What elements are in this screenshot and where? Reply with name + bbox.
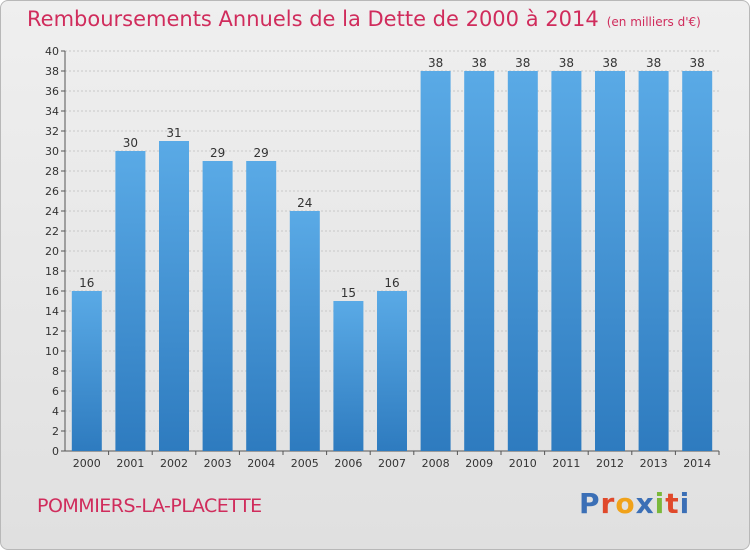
bar	[595, 71, 625, 451]
y-tick-label: 2	[52, 425, 59, 438]
data-label: 30	[123, 136, 138, 150]
data-label: 38	[428, 56, 443, 70]
chart-unit: (en milliers d'€)	[606, 15, 701, 29]
logo-letter: t	[665, 487, 680, 520]
x-tick-label: 2001	[116, 457, 144, 470]
x-tick-label: 2007	[378, 457, 406, 470]
x-tick-label: 2003	[204, 457, 232, 470]
y-tick-label: 32	[45, 125, 59, 138]
x-tick-label: 2002	[160, 457, 188, 470]
data-label: 16	[79, 276, 94, 290]
chart-title-text: Remboursements Annuels de la Dette de 20…	[27, 7, 599, 31]
bar	[420, 71, 451, 451]
y-tick-label: 30	[45, 145, 59, 158]
bar	[507, 71, 538, 451]
bar	[246, 161, 277, 451]
y-tick-label: 34	[45, 105, 59, 118]
bar	[638, 71, 669, 451]
logo-letter: i	[679, 487, 691, 520]
y-tick-label: 24	[45, 205, 59, 218]
bars	[71, 71, 713, 451]
data-label: 38	[515, 56, 530, 70]
x-tick-label: 2000	[73, 457, 101, 470]
x-tick-label: 2004	[247, 457, 275, 470]
data-label: 38	[472, 56, 487, 70]
bar	[377, 291, 407, 451]
data-label: 31	[166, 126, 181, 140]
y-tick-label: 14	[45, 305, 59, 318]
data-labels: 16 30 31 29 29 24 15 16 38 38 38 38 38 38 38	[79, 56, 705, 300]
bar	[71, 291, 102, 451]
y-tick-label: 18	[45, 265, 59, 278]
bar	[464, 71, 495, 451]
y-tick-label: 40	[45, 45, 59, 58]
y-tick-label: 12	[45, 325, 59, 338]
axes: 0246810121416182022242628303234363840200…	[45, 45, 720, 470]
y-tick-label: 6	[52, 385, 59, 398]
y-tick-label: 26	[45, 185, 59, 198]
y-tick-label: 20	[45, 245, 59, 258]
x-tick-label: 2008	[422, 457, 450, 470]
y-tick-label: 10	[45, 345, 59, 358]
bar	[202, 161, 233, 451]
logo-letter: r	[600, 487, 616, 520]
chart-title: Remboursements Annuels de la Dette de 20…	[27, 7, 701, 31]
x-tick-label: 2013	[640, 457, 668, 470]
x-tick-label: 2014	[683, 457, 711, 470]
y-tick-label: 38	[45, 65, 59, 78]
bar	[115, 151, 146, 451]
logo-letter: i	[654, 487, 666, 520]
y-tick-label: 0	[52, 445, 59, 458]
bar	[289, 211, 320, 451]
y-tick-label: 28	[45, 165, 59, 178]
x-tick-label: 2005	[291, 457, 319, 470]
data-label: 38	[559, 56, 574, 70]
y-tick-label: 4	[52, 405, 59, 418]
data-label: 15	[341, 286, 356, 300]
x-tick-label: 2009	[465, 457, 493, 470]
data-label: 38	[690, 56, 705, 70]
bar	[333, 301, 364, 451]
data-label: 16	[384, 276, 399, 290]
data-label: 38	[602, 56, 617, 70]
logo-letter: x	[635, 487, 655, 520]
y-tick-label: 16	[45, 285, 59, 298]
bar	[159, 141, 189, 451]
y-tick-label: 36	[45, 85, 59, 98]
y-tick-label: 8	[52, 365, 59, 378]
data-label: 38	[646, 56, 661, 70]
x-tick-label: 2010	[509, 457, 537, 470]
data-label: 24	[297, 196, 312, 210]
bar	[682, 71, 713, 451]
x-tick-label: 2006	[334, 457, 362, 470]
logo-letter: P	[579, 487, 601, 520]
logo-letter: o	[615, 487, 636, 520]
x-tick-label: 2011	[552, 457, 580, 470]
y-tick-label: 22	[45, 225, 59, 238]
data-label: 29	[210, 146, 225, 160]
data-label: 29	[254, 146, 269, 160]
x-tick-label: 2012	[596, 457, 624, 470]
bar	[551, 71, 582, 451]
proxiti-logo[interactable]: Proxiti	[579, 487, 690, 520]
commune-name: POMMIERS-LA-PLACETTE	[37, 495, 262, 517]
